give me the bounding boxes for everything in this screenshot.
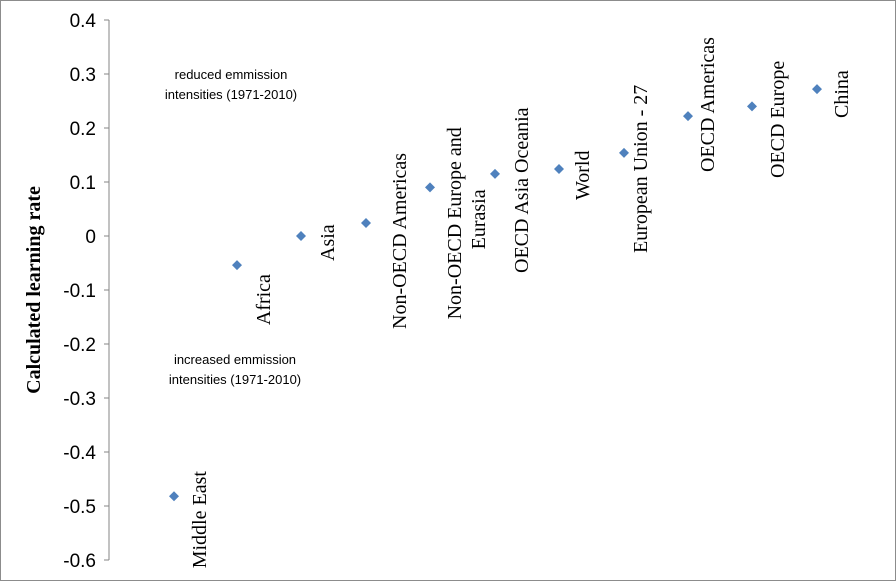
category-labels: Middle East Africa Asia Non-OECD Americas No… — [189, 37, 853, 568]
y-tick-label: 0.4 — [70, 11, 97, 32]
y-axis-label: Calculated learning rate — [23, 186, 45, 394]
category-label: Non-OECD Europe and Eurasia — [444, 127, 490, 319]
annotation-note: reduced emmission intensities (1971-2010) — [165, 67, 297, 102]
y-tick-label: -0.5 — [63, 497, 96, 518]
data-point — [169, 491, 179, 502]
data-point — [296, 231, 306, 241]
category-label: OECD Americas — [697, 37, 719, 172]
y-tick-label: -0.3 — [63, 389, 96, 410]
y-tick-label: -0.2 — [63, 335, 96, 356]
data-points — [169, 84, 822, 502]
y-tick-label: -0.1 — [63, 281, 96, 302]
data-point — [683, 111, 693, 122]
category-label: World — [572, 151, 594, 201]
y-tick-label: 0.3 — [70, 65, 96, 86]
data-point — [232, 260, 242, 271]
annotation-note: increased emmission intensities (1971-201… — [169, 352, 301, 387]
annotations: reduced emmission intensities (1971-2010)… — [165, 67, 301, 387]
data-point — [490, 168, 500, 179]
category-label-text: Non-OECD Europe and Eurasia — [444, 127, 490, 319]
data-point — [425, 182, 435, 193]
category-label: OECD Europe — [767, 61, 789, 178]
data-point — [361, 218, 371, 229]
y-tick-label: -0.4 — [63, 443, 96, 464]
data-point — [619, 147, 629, 158]
y-tick-label: 0.1 — [70, 173, 96, 194]
category-label: China — [831, 70, 853, 118]
data-point — [812, 84, 822, 95]
category-label: Middle East — [189, 471, 211, 569]
y-tick-label: -0.6 — [63, 551, 96, 572]
data-point — [747, 101, 757, 112]
y-tick-label: 0.2 — [70, 119, 96, 140]
data-point — [554, 164, 564, 175]
category-label: Asia — [317, 224, 339, 261]
y-axis: 0.4 0.3 0.2 0.1 0 -0.1 -0.2 -0.3 -0.4 -0.5 -0.6 — [63, 11, 110, 572]
category-label: Non-OECD Americas — [389, 153, 411, 329]
y-tick-label: 0 — [85, 227, 96, 248]
category-label: Africa — [253, 274, 275, 325]
category-label: OECD Asia Oceania — [511, 107, 533, 273]
category-label: European Union - 27 — [630, 85, 652, 253]
